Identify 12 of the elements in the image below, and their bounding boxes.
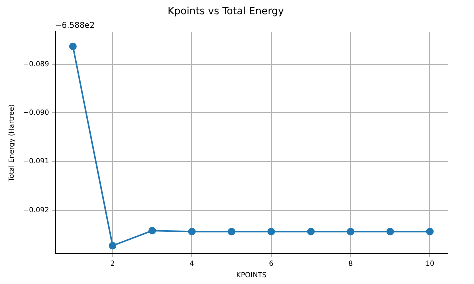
point: [386, 228, 394, 236]
point: [109, 242, 117, 250]
text: −6.588e2: [55, 21, 95, 30]
chart-title: Kpoints vs Total Energy: [168, 6, 284, 18]
point: [307, 228, 315, 236]
point: [188, 228, 196, 236]
point: [228, 228, 236, 236]
point: [268, 228, 276, 236]
point: [69, 42, 77, 50]
point: [148, 227, 156, 235]
point: [347, 228, 355, 236]
point: [426, 228, 434, 236]
